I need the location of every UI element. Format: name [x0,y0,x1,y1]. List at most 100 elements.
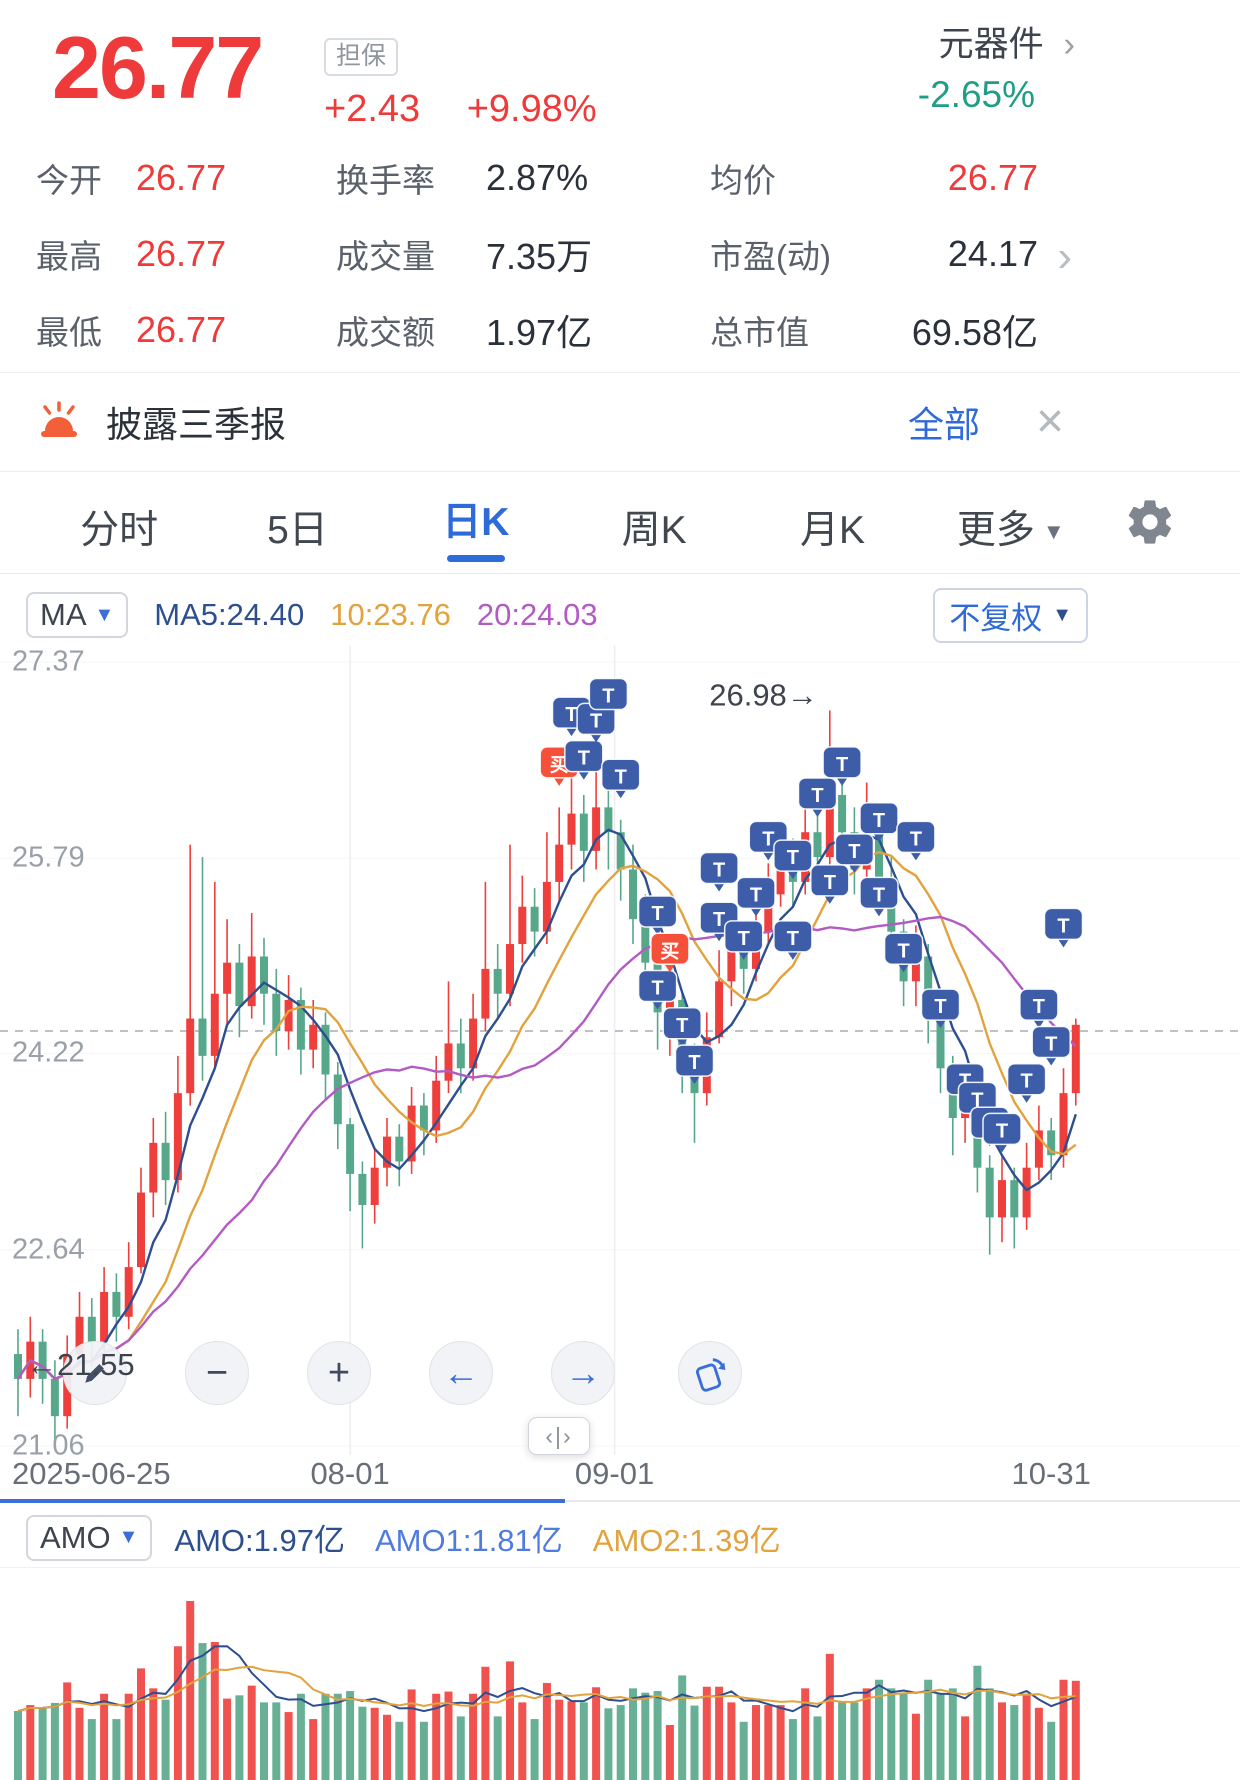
amo-bar [838,1702,847,1780]
zoom-out-button[interactable]: − [185,1341,249,1405]
alarm-icon [36,399,82,445]
svg-text:T: T [934,996,946,1018]
svg-text:T: T [750,884,762,906]
stat-volume: 成交量 7.35万 [336,228,710,280]
x-axis-label: 10-31 [1011,1456,1091,1491]
t-signal-badge[interactable]: T [822,746,862,786]
t-signal-badge[interactable]: T [564,739,604,780]
amo-bar [690,1705,699,1780]
settings-gear-icon[interactable] [1124,496,1180,552]
pan-left-button[interactable]: ← [429,1341,493,1405]
amo-bar [75,1707,84,1780]
adjust-mode-selector[interactable]: 不复权 ▼ [933,587,1088,643]
amo-bar [1059,1679,1068,1780]
t-signal-badge[interactable]: T [736,876,776,917]
t-signal-badge[interactable]: T [810,864,850,904]
svg-text:T: T [787,847,799,869]
t-signal-badge[interactable]: T [883,932,924,973]
amo-bar [715,1686,724,1780]
amo-bar [260,1702,268,1780]
tab-minute[interactable]: 分时 [80,508,159,552]
kline-svg: 买TTTTTTT买TTTTTTTTTTTTTTTTTTTTTTTTTT26.98… [0,645,1240,1455]
low-price-marker: ←21.55 [26,1347,135,1383]
amo-bar [887,1688,896,1780]
amo-bar [444,1691,453,1780]
announcement-bar[interactable]: 披露三季报 全部 × [0,372,1240,472]
amo-bar [358,1706,367,1780]
svg-text:T: T [615,766,627,788]
t-signal-badge[interactable]: T [957,1081,998,1122]
amo-bar [112,1719,121,1780]
amo-selector[interactable]: AMO ▼ [26,1514,153,1561]
stat-value: 26.77 [136,157,227,198]
t-signal-badge[interactable]: T [699,851,739,892]
t-signal-badge[interactable]: T [662,1007,702,1047]
pan-slider-handle[interactable]: ‹|› [528,1417,590,1455]
amo1-value: AMO1:1.81亿 [374,1523,563,1558]
t-signal-badge[interactable]: T [723,920,764,960]
close-icon[interactable]: × [1035,395,1064,448]
t-signal-badge[interactable]: T [600,758,641,799]
amo-bar [456,1716,465,1780]
t-signal-badge[interactable]: T [834,833,875,873]
t-signal-badge[interactable]: T [1019,988,1059,1029]
sector-link[interactable]: 元器件 › [939,16,1075,67]
ma-selector-label: MA [40,597,87,632]
t-signal-badge[interactable]: T [1043,907,1084,948]
stats-grid: 今开 26.77 换手率 2.87% 均价 26.77 最高 26.77 成交量 7.35… [36,140,1046,368]
t-signal-badge[interactable]: T [797,777,838,817]
amo-bar [210,1641,219,1780]
amo-bar [653,1691,662,1780]
amo-bar [161,1699,170,1780]
amo-ma-line [17,1645,1077,1713]
tab-more[interactable]: 更多 ▼ [922,491,1100,555]
buy-signal-badge[interactable]: 买 [650,932,690,973]
stats-expand-chevron-icon[interactable]: › [1057,232,1072,281]
t-signal-badge[interactable]: T [773,920,813,960]
rotate-screen-button[interactable] [678,1341,742,1405]
tab-weekly-k[interactable]: 周K [621,508,687,552]
t-signal-badge[interactable]: T [859,802,899,842]
t-signal-badge[interactable]: T [674,1044,715,1085]
amo-bar [973,1665,982,1780]
amo-bar [50,1702,59,1780]
tab-daily-k[interactable]: 日K [387,483,565,562]
svg-text:T: T [713,909,725,931]
high-price-annotation: 26.98→ [709,678,818,713]
t-signal-badge[interactable]: T [1031,1025,1071,1066]
t-signal-badge[interactable]: T [896,820,936,861]
stat-label: 总市值 [710,314,809,351]
amo-bar [309,1719,318,1780]
amo-bar [579,1702,588,1780]
t-signal-badge[interactable]: T [773,839,813,880]
amo-bar [38,1707,47,1780]
t-signal-badge[interactable]: T [920,988,961,1029]
stock-tag-badge: 担保 [324,38,399,76]
t-signal-badge[interactable]: T [588,677,629,718]
announcement-all-link[interactable]: 全部 [907,404,980,445]
t-signal-badge[interactable]: T [859,876,899,917]
viewport-indicator-line [0,1499,565,1503]
amo-bar [407,1689,416,1780]
amo-bar [346,1691,355,1780]
t-signal-badge[interactable]: T [1006,1062,1047,1103]
amo-bar [924,1679,933,1780]
amo-bar [567,1701,576,1780]
stat-label: 最低 [36,314,102,351]
amo-bar [198,1643,207,1780]
t-signal-badge[interactable]: T [982,1112,1022,1153]
pan-right-button[interactable]: → [551,1341,615,1405]
adjust-mode-label: 不复权 [949,600,1043,636]
zoom-in-button[interactable]: + [307,1341,371,1405]
tab-5day[interactable]: 5日 [267,508,328,552]
amo-bar [186,1601,195,1780]
t-signal-badge[interactable]: T [637,895,678,935]
stat-value: 2.87% [486,157,589,198]
ma-selector[interactable]: MA ▼ [26,592,129,638]
price-change-line: +2.43 +9.98% [324,88,597,131]
kline-chart[interactable]: 买TTTTTTT买TTTTTTTTTTTTTTTTTTTTTTTTTT26.98… [0,645,1240,1462]
tab-monthly-k[interactable]: 月K [799,508,865,552]
svg-text:T: T [578,748,590,770]
t-signal-badge[interactable]: T [637,969,678,1010]
draw-button[interactable] [63,1341,127,1405]
